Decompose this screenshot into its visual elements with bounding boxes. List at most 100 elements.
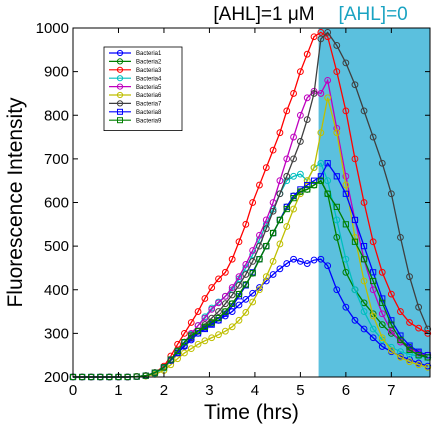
data-point: [369, 325, 377, 333]
legend-label: Bacteria5: [136, 85, 162, 91]
data-point: [276, 129, 284, 137]
data-point: [222, 308, 229, 315]
data-point: [333, 234, 341, 241]
data-point: [369, 286, 377, 294]
data-point: [242, 261, 250, 268]
data-point: [142, 372, 149, 379]
data-point: [317, 129, 325, 137]
data-point: [379, 299, 386, 306]
legend-label: Bacteria8: [136, 110, 162, 116]
data-point: [151, 369, 158, 376]
x-tick-label: 0: [69, 382, 77, 399]
data-point: [242, 220, 250, 228]
data-point: [290, 255, 297, 263]
data-point: [290, 133, 297, 141]
data-point: [310, 164, 318, 172]
data-point: [269, 271, 277, 278]
data-point: [263, 243, 270, 250]
data-point: [174, 340, 181, 348]
y-tick-label: 200: [44, 369, 69, 386]
data-point: [378, 268, 386, 276]
data-point: [370, 269, 377, 276]
data-point: [379, 295, 386, 302]
data-point: [296, 111, 304, 119]
data-point: [406, 356, 413, 363]
data-point: [304, 181, 311, 189]
legend: Bacteria1 Bacteria2 Bacteria3 Bacteria4 Bact…: [103, 46, 183, 131]
data-point: [310, 177, 318, 184]
data-point: [333, 173, 340, 180]
data-point: [235, 316, 243, 324]
legend-swatch-marker: [117, 117, 123, 124]
y-tick-label: 1000: [36, 20, 69, 37]
data-point: [276, 177, 284, 185]
data-point: [351, 155, 359, 163]
data-point: [387, 327, 395, 335]
data-point: [249, 298, 257, 306]
y-tick-label: 900: [44, 64, 69, 81]
data-point: [424, 329, 432, 337]
data-point: [388, 317, 395, 324]
data-point: [387, 190, 395, 198]
data-point: [188, 332, 195, 339]
data-point: [283, 155, 291, 163]
legend-item: Bacteria6: [109, 91, 162, 99]
data-point: [256, 256, 263, 263]
data-point: [242, 271, 250, 278]
data-point: [262, 164, 270, 172]
data-point: [424, 364, 432, 371]
data-point: [317, 173, 324, 180]
data-point: [406, 319, 413, 326]
data-point: [406, 358, 413, 366]
data-point: [296, 170, 304, 178]
data-point: [342, 268, 350, 276]
data-point: [324, 28, 332, 36]
data-point: [324, 76, 332, 84]
legend-item: Bacteria9: [109, 117, 162, 124]
data-point: [283, 260, 291, 267]
data-point: [290, 195, 297, 202]
data-point: [221, 292, 229, 300]
data-point: [387, 290, 395, 298]
series-bacteria9: [69, 177, 431, 381]
data-point: [276, 216, 284, 224]
legend-swatch-marker: [116, 75, 124, 82]
data-point: [397, 353, 404, 361]
data-point: [201, 323, 208, 330]
y-tick-label: 400: [44, 282, 69, 299]
data-point: [228, 291, 236, 299]
data-point: [310, 256, 318, 264]
data-point: [369, 334, 377, 342]
data-point: [310, 181, 318, 189]
data-point: [317, 35, 325, 43]
legend-item: Bacteria8: [109, 108, 162, 116]
x-tick-label: 4: [251, 382, 259, 399]
data-point: [310, 33, 318, 41]
data-point: [360, 199, 368, 206]
data-point: [194, 340, 202, 348]
data-point: [342, 303, 350, 311]
legend-label: Bacteria2: [136, 60, 162, 66]
data-point: [290, 172, 297, 180]
data-point: [194, 328, 202, 335]
data-point: [208, 314, 216, 322]
data-point: [378, 321, 386, 329]
legend-item: Bacteria5: [109, 83, 162, 91]
data-point: [303, 260, 311, 267]
data-point: [360, 243, 368, 250]
data-point: [174, 347, 181, 354]
data-point: [215, 308, 222, 315]
data-point: [235, 238, 243, 246]
data-point: [415, 324, 423, 332]
data-point: [221, 300, 229, 308]
y-tick-label: 600: [44, 195, 69, 212]
y-axis: 200 300 400 500 600 700 800 900 1000: [36, 20, 430, 386]
data-point: [249, 289, 257, 297]
data-point: [242, 295, 250, 303]
annotation-ahl-0: [AHL]=0: [339, 4, 408, 25]
data-point: [378, 159, 386, 167]
data-point: [378, 343, 386, 350]
x-tick-label: 5: [296, 382, 304, 399]
data-point: [256, 181, 263, 189]
data-point: [249, 199, 257, 206]
